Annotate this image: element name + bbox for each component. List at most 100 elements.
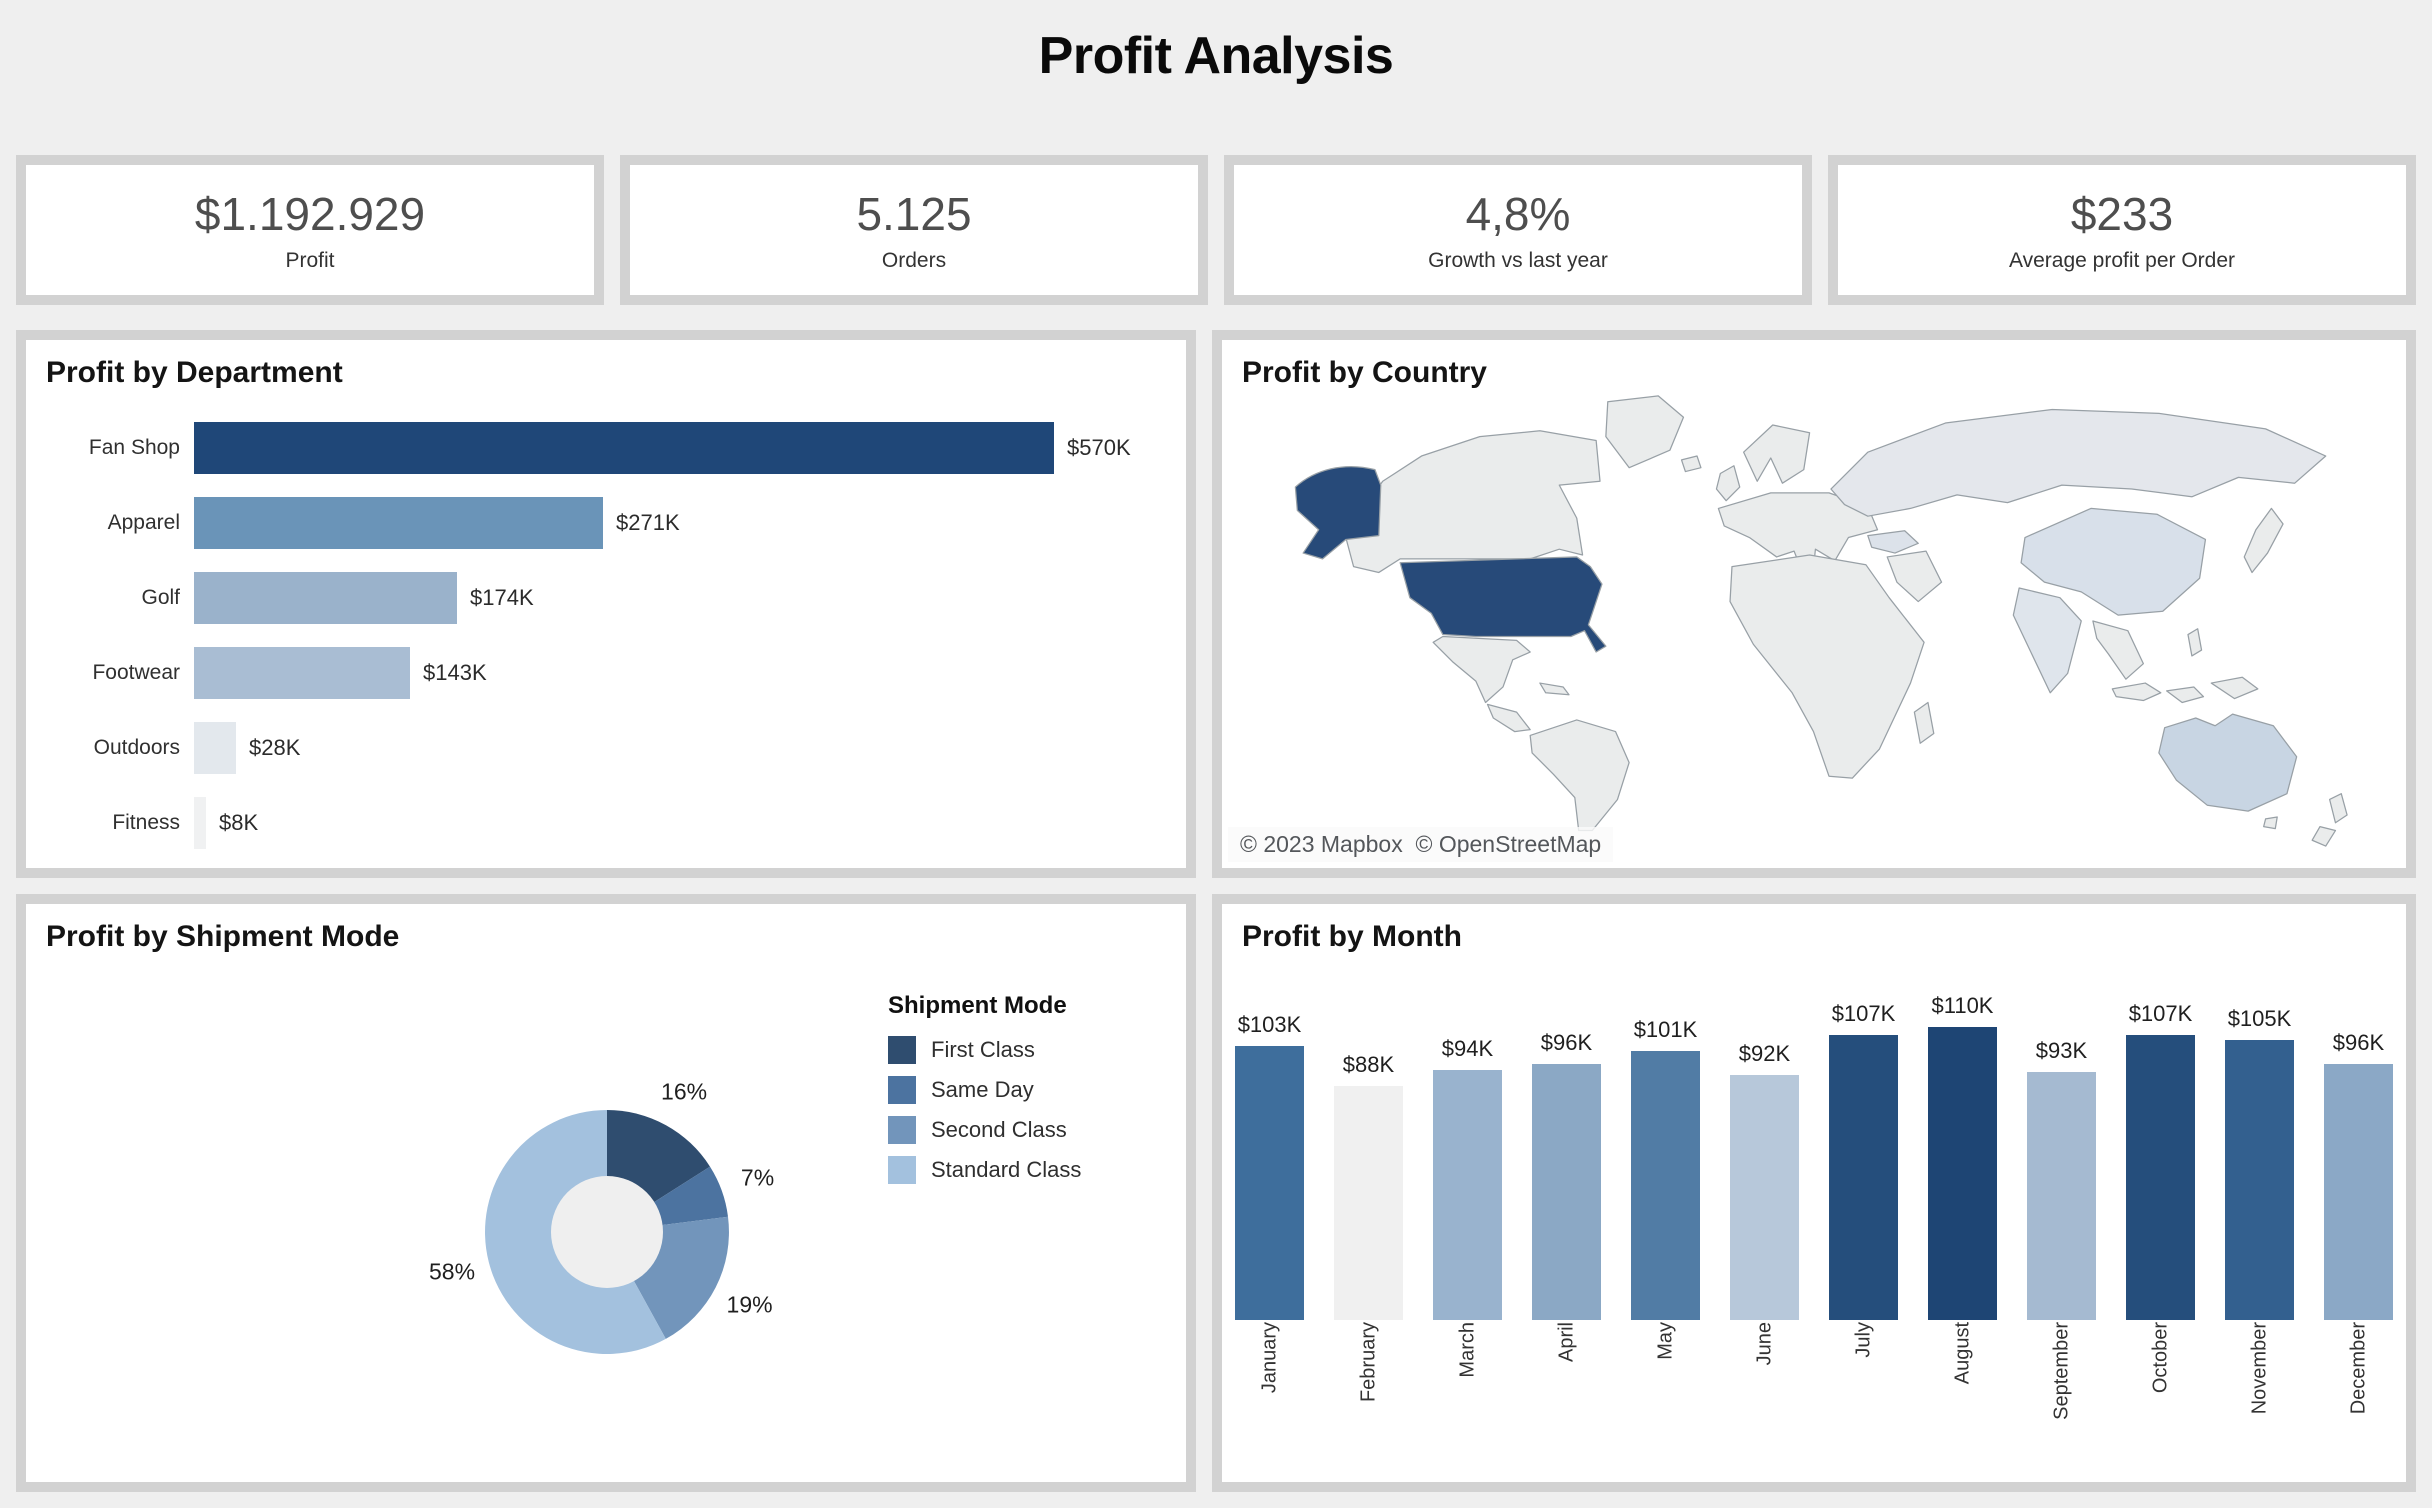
legend-item-first-class[interactable]: First Class (888, 1036, 1081, 1064)
world-choropleth-map[interactable] (1274, 392, 2384, 848)
map-country-greenland[interactable] (1605, 395, 1685, 469)
map-country-australia[interactable] (2158, 713, 2298, 812)
shipment-legend-items: First Class Same Day Second Class Standard … (888, 1036, 1081, 1184)
month-bar-column: $96K April (1532, 1030, 1601, 1480)
map-country-turkey[interactable] (1867, 530, 1919, 554)
month-bar[interactable] (1928, 1027, 1997, 1320)
kpi-row: $1.192.929 Profit 5.125 Orders 4,8% Grow… (16, 155, 2416, 305)
map-country-iceland[interactable] (1680, 455, 1702, 473)
map-region-caribbean[interactable] (1539, 682, 1570, 696)
month-value-label: $93K (2035, 1038, 2088, 1063)
map-country-uk[interactable] (1715, 465, 1741, 502)
month-axis-label: April (1555, 1322, 1577, 1363)
kpi-label-orders: Orders (881, 249, 947, 272)
month-bar[interactable] (1829, 1035, 1898, 1320)
department-value-label: $570K (1067, 434, 1131, 460)
month-bar[interactable] (1730, 1075, 1799, 1320)
map-region-southeast-asia[interactable] (2092, 620, 2144, 680)
map-country-india[interactable] (2012, 587, 2082, 694)
department-category-label: Footwear (92, 660, 180, 684)
month-bar[interactable] (1235, 1046, 1304, 1320)
month-axis-label-area: August (1928, 1320, 1997, 1480)
department-bar[interactable] (194, 796, 206, 849)
map-country-mexico[interactable] (1432, 635, 1531, 704)
map-country-china[interactable] (2020, 507, 2207, 616)
month-value-label: $107K (2128, 1001, 2193, 1026)
map-country-japan[interactable] (2243, 507, 2284, 574)
month-bar[interactable] (1334, 1086, 1403, 1320)
department-bar-row: Fan Shop $570K (40, 410, 1166, 485)
month-axis-label-area: July (1829, 1320, 1898, 1480)
map-region-middle-east[interactable] (1886, 550, 1943, 603)
map-country-philippines[interactable] (2187, 628, 2203, 657)
kpi-value-avg-profit: $233 (2070, 188, 2174, 240)
panel-profit-by-country: Profit by Country (1212, 330, 2416, 878)
month-bar-column: $92K June (1730, 1041, 1799, 1480)
department-bar[interactable] (194, 571, 457, 624)
month-axis-label-area: October (2126, 1320, 2195, 1480)
month-value-label: $103K (1237, 1012, 1302, 1037)
month-axis-label-area: September (2027, 1320, 2096, 1480)
map-region-africa[interactable] (1729, 554, 1925, 779)
map-region-scandinavia[interactable] (1742, 424, 1811, 484)
shipment-legend-title: Shipment Mode (888, 992, 1067, 1019)
month-bar-column: $96K December (2324, 1030, 2393, 1480)
department-bar-row: Footwear $143K (40, 635, 1166, 710)
map-country-russia[interactable] (1830, 408, 2327, 517)
department-value-label: $271K (616, 509, 680, 535)
department-bar-chart: Fan Shop $570K Apparel $271K Golf $174K Footwe… (40, 410, 1166, 860)
department-bar-row: Golf $174K (40, 560, 1166, 635)
month-value-label: $96K (1540, 1030, 1593, 1055)
month-bar-column: $107K July (1829, 1001, 1898, 1480)
month-axis-label-area: November (2225, 1320, 2294, 1480)
month-bar[interactable] (1532, 1064, 1601, 1320)
month-bar[interactable] (1631, 1051, 1700, 1320)
month-axis-label: February (1357, 1322, 1379, 1403)
month-bar[interactable] (2027, 1072, 2096, 1320)
map-country-canada[interactable] (1345, 430, 1601, 574)
dashboard-title: Profit Analysis (1038, 27, 1394, 85)
department-bar[interactable] (194, 421, 1054, 474)
legend-swatch (888, 1036, 916, 1064)
department-bar[interactable] (194, 496, 603, 549)
month-bar[interactable] (2324, 1064, 2393, 1320)
department-category-label: Golf (141, 585, 180, 609)
month-bar[interactable] (1433, 1070, 1502, 1320)
department-bar-row: Fitness $8K (40, 785, 1166, 860)
month-axis-label-area: May (1631, 1320, 1700, 1480)
department-chart-title: Profit by Department (46, 356, 343, 389)
map-country-madagascar[interactable] (1913, 701, 1935, 744)
month-value-label: $107K (1831, 1001, 1896, 1026)
map-region-tasmania[interactable] (2263, 816, 2278, 830)
department-category-label: Apparel (107, 510, 180, 534)
map-country-indonesia[interactable] (2111, 682, 2162, 702)
department-bar[interactable] (194, 646, 410, 699)
kpi-card-orders: 5.125 Orders (620, 155, 1208, 305)
department-bar[interactable] (194, 721, 236, 774)
month-bar[interactable] (2225, 1040, 2294, 1320)
kpi-label-growth: Growth vs last year (1428, 249, 1608, 272)
month-bar[interactable] (2126, 1035, 2195, 1320)
month-axis-label-area: June (1730, 1320, 1799, 1480)
map-country-new-zealand[interactable] (2328, 793, 2348, 824)
month-value-label: $96K (2332, 1030, 2385, 1055)
department-value-label: $143K (423, 659, 487, 685)
map-attribution-links[interactable]: © 2023 Mapbox © OpenStreetMap (1228, 827, 1614, 862)
legend-item-second-class[interactable]: Second Class (888, 1116, 1081, 1144)
map-region-central-america[interactable] (1486, 703, 1531, 733)
month-axis-label: August (1951, 1322, 1973, 1385)
month-axis-label-area: January (1235, 1320, 1304, 1480)
map-country-new-zealand[interactable] (2311, 826, 2337, 847)
department-category-label: Fitness (112, 810, 180, 834)
map-region-south-america[interactable] (1529, 719, 1630, 832)
map-country-indonesia[interactable] (2166, 686, 2205, 704)
map-country-usa[interactable] (1399, 556, 1607, 653)
month-bar-chart: $103K January $88K February $94K March $96K Apr… (1234, 904, 2394, 1480)
legend-item-standard-class[interactable]: Standard Class (888, 1156, 1081, 1184)
legend-item-same-day[interactable]: Same Day (888, 1076, 1081, 1104)
month-axis-label: October (2149, 1322, 2171, 1394)
map-country-usa-alaska[interactable] (1294, 466, 1382, 560)
kpi-label-avg-profit: Average profit per Order (2008, 249, 2236, 272)
map-country-new-guinea[interactable] (2210, 676, 2259, 700)
